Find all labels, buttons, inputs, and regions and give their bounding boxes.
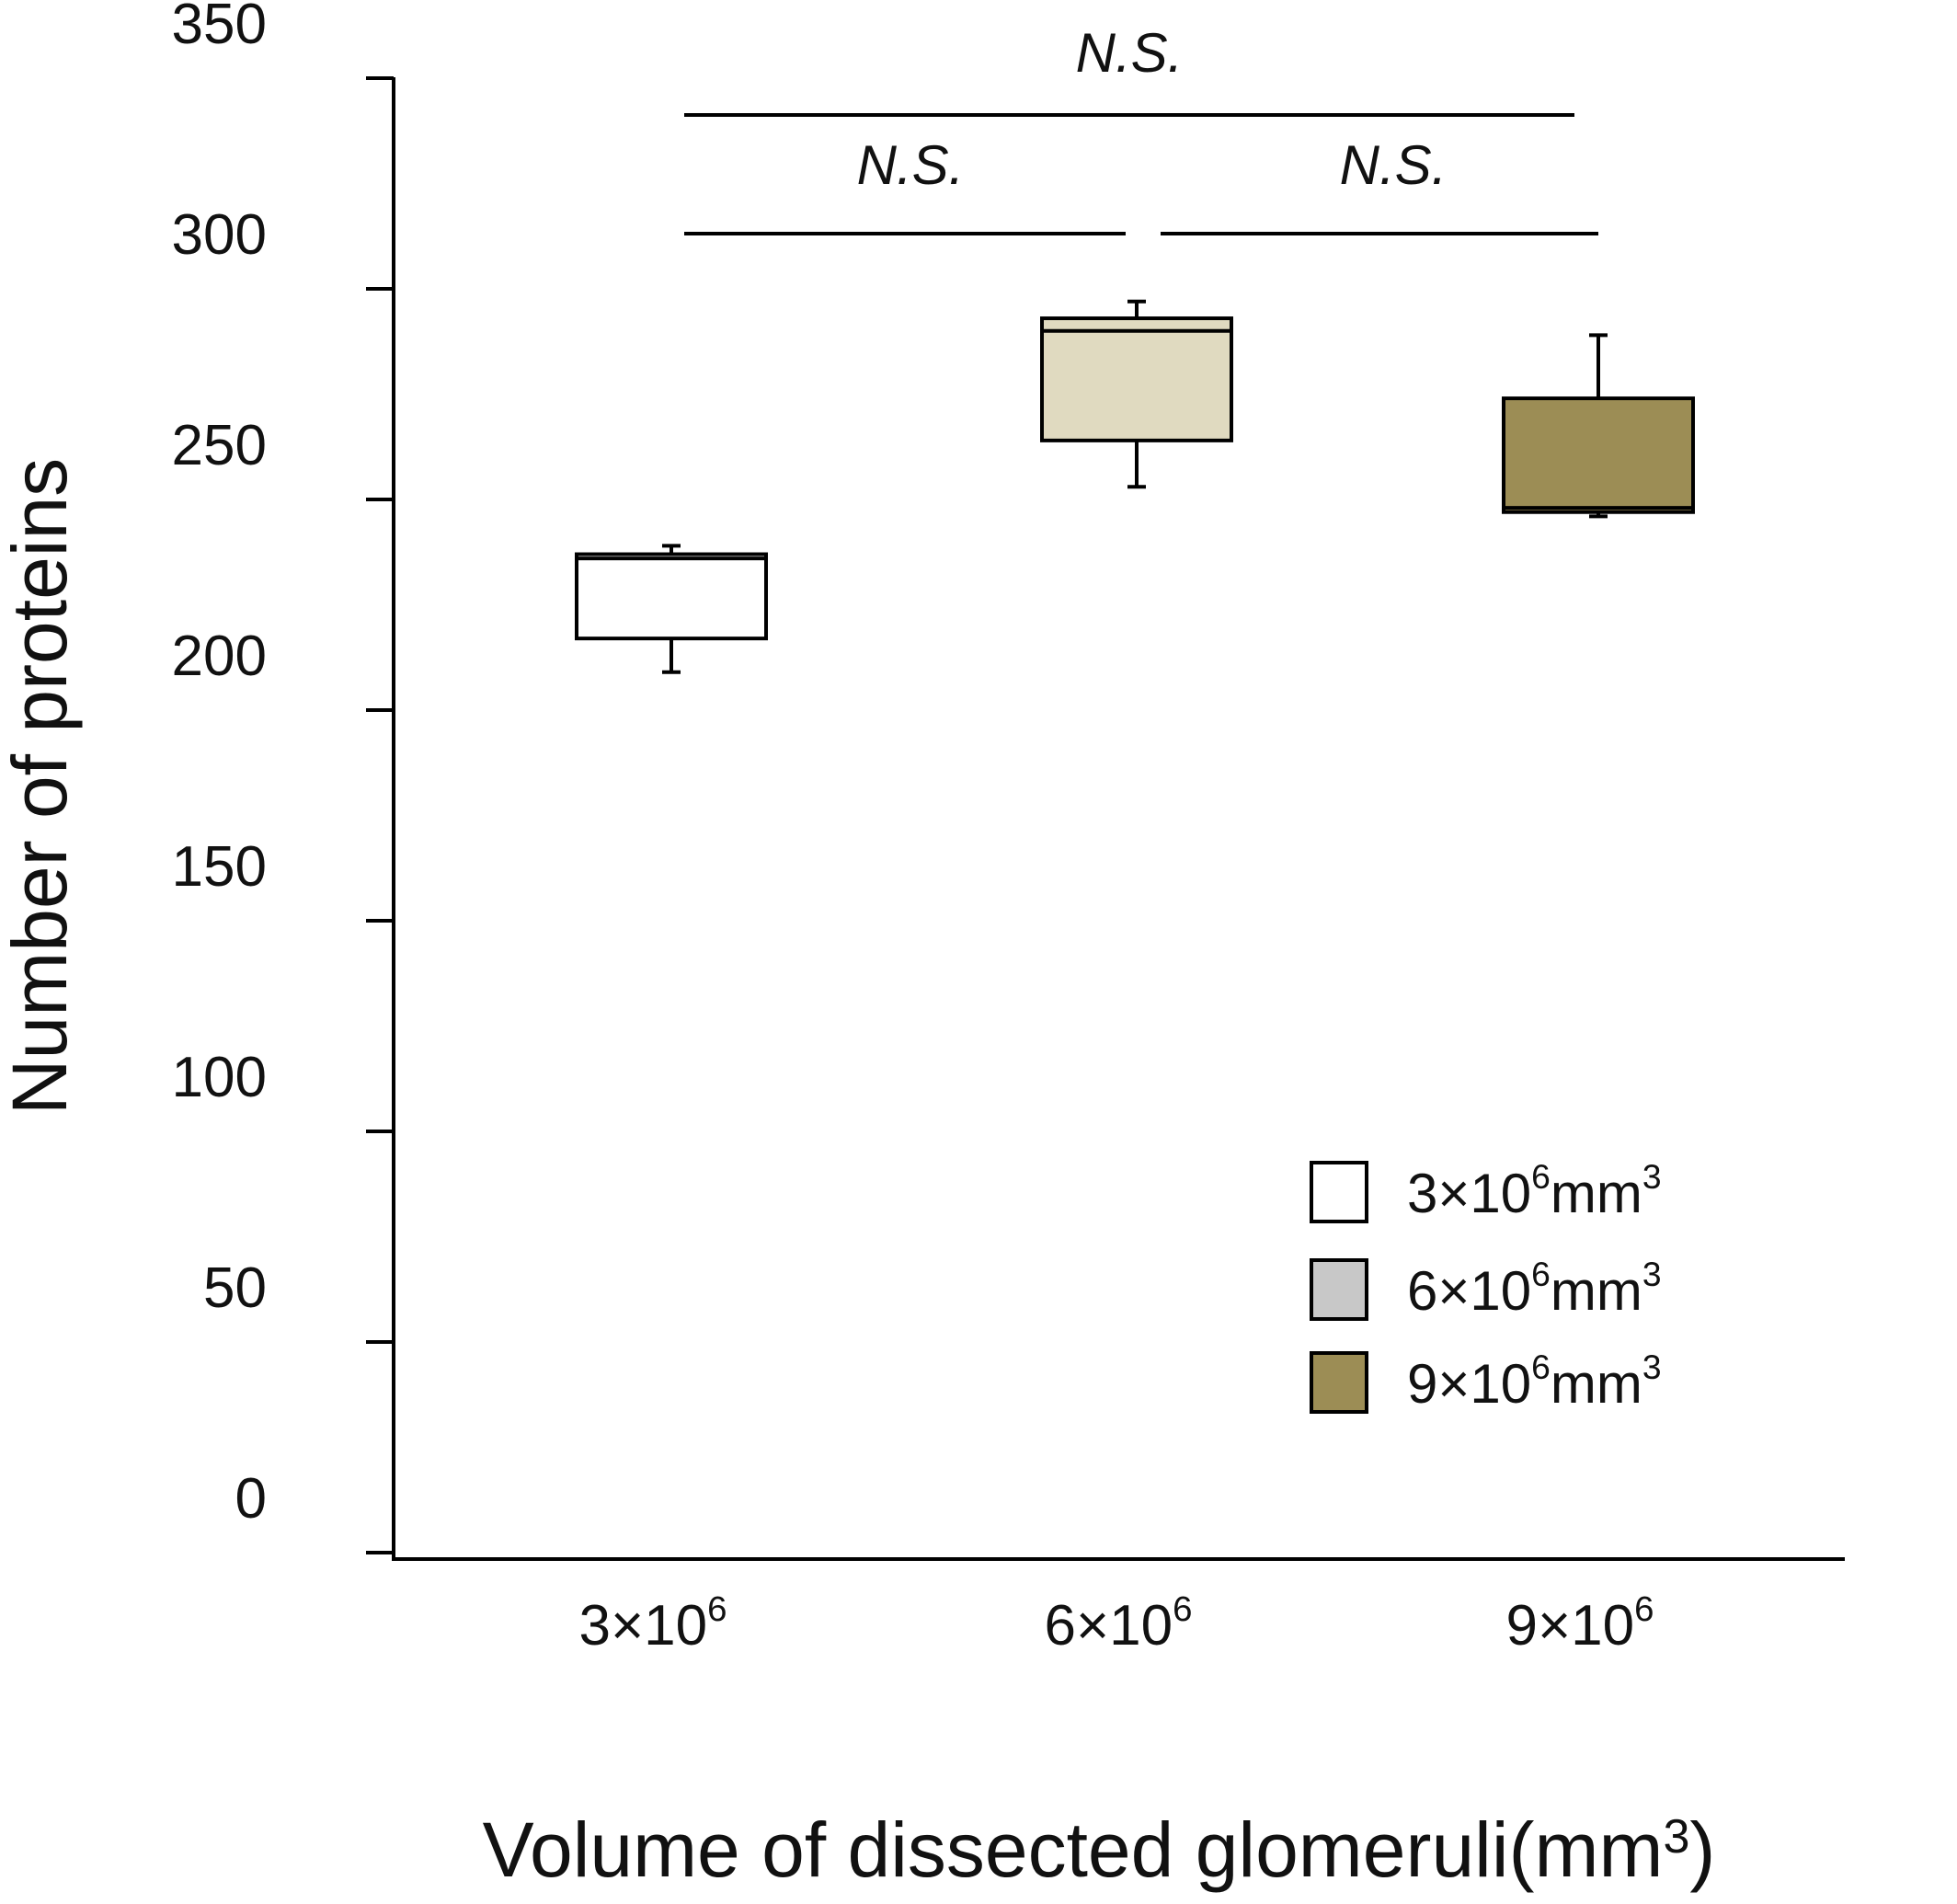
box-iqr [575,552,768,641]
legend-swatch [1310,1161,1368,1223]
x-tick-label: 3×106​ [578,1589,727,1657]
legend-swatch [1310,1258,1368,1321]
box-1 [575,544,768,674]
axis-titles: Volume of dissected glomeruli(mm3​) Numbe… [0,458,1715,1893]
legend-label: 6×106​mm3​ [1407,1255,1662,1322]
legend: 3×106​mm3​ 6×106​mm3​ 9×106​mm3​ [1310,1157,1662,1415]
axes [392,77,1845,1561]
y-axis-ticks: 0 50 100 150 200 250 300 350 [172,0,394,1554]
x-tick-label: 9×106​ [1505,1589,1654,1657]
significance-label: N.S. [1340,134,1448,196]
box-iqr [1040,316,1233,442]
y-tick-label: 350 [172,0,267,56]
legend-swatch [1310,1351,1368,1414]
y-tick-label: 100 [172,1046,267,1109]
x-axis-ticks: 3×106​ 6×106​ 9×106​ [578,1589,1654,1657]
significance-label: N.S. [1076,22,1184,84]
y-axis-title: Number of proteins [0,458,83,1115]
box-3 [1502,333,1695,519]
y-tick-label: 300 [172,203,267,267]
y-tick-label: 50 [203,1256,267,1320]
significance-label: N.S. [857,134,965,196]
legend-label: 3×106​mm3​ [1407,1157,1662,1224]
x-tick-label: 6×106​ [1044,1589,1192,1657]
y-tick-label: 150 [172,835,267,899]
box-iqr [1502,396,1695,514]
y-tick-label: 250 [172,414,267,477]
x-axis-title: Volume of dissected glomeruli(mm3​) [483,1807,1716,1893]
box-series [575,299,1695,674]
legend-label: 9×106​mm3​ [1407,1348,1662,1415]
box-2 [1040,299,1233,489]
y-tick-label: 200 [172,625,267,688]
significance-brackets: N.S. N.S. N.S. [684,22,1598,235]
y-tick-label: 0 [235,1467,267,1531]
